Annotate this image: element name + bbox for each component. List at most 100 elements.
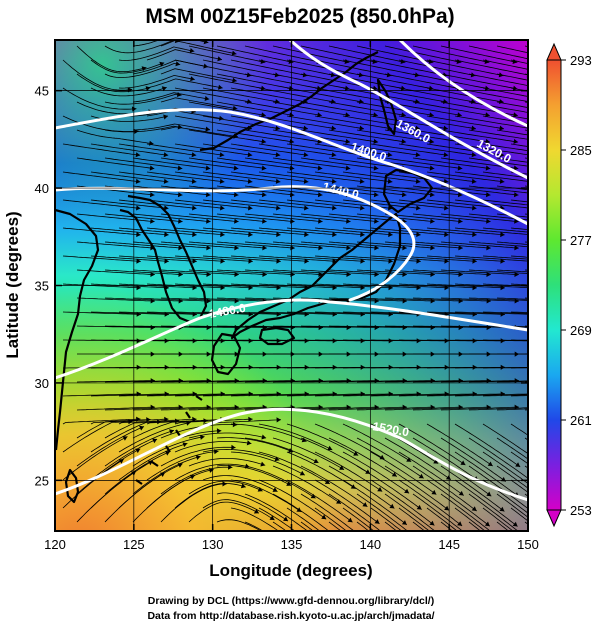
streamline: [525, 298, 599, 301]
colorbar-tick-label: 261: [570, 413, 592, 428]
streamline-arrow: [582, 537, 587, 542]
colorbar-tick-label: 293: [570, 53, 592, 68]
streamline-arrow: [585, 365, 589, 370]
streamline: [525, 214, 599, 222]
streamline-arrow: [571, 378, 575, 383]
streamline: [525, 74, 599, 89]
streamline-arrow: [585, 338, 589, 343]
streamline-arrow: [541, 522, 546, 527]
streamline-arrow: [584, 205, 589, 210]
streamline-arrow: [528, 259, 532, 264]
streamline-arrow: [543, 298, 547, 303]
streamline-arrow: [541, 59, 546, 64]
streamline-arrow: [584, 259, 588, 264]
colorbar-tick-label: 285: [570, 143, 592, 158]
streamline-arrow: [415, 536, 420, 541]
streamline-arrow: [529, 285, 533, 290]
streamline-arrow: [318, 548, 323, 553]
streamline-arrow: [567, 551, 572, 556]
streamline-arrow: [571, 405, 575, 410]
streamline-arrow: [581, 566, 586, 571]
streamline-arrow: [497, 566, 502, 571]
chart-title: MSM 00Z15Feb2025 (850.0hPa): [145, 5, 454, 28]
streamline-arrow: [570, 219, 575, 224]
streamline-arrow: [428, 551, 433, 556]
streamline-arrow: [569, 112, 574, 117]
streamline-arrow: [400, 551, 405, 556]
streamline-arrow: [569, 86, 574, 91]
streamline-arrow: [585, 285, 589, 290]
streamline-arrow: [541, 139, 546, 144]
streamline-arrow: [542, 166, 547, 171]
y-tick-label: 40: [35, 181, 49, 196]
colorbar-tick-label: 277: [570, 233, 592, 248]
streamline-arrow: [333, 533, 338, 538]
streamline-arrow: [569, 493, 574, 498]
streamline-arrow: [528, 478, 533, 483]
streamline-arrow: [583, 99, 588, 104]
streamline: [525, 381, 599, 382]
y-tick-label: 35: [35, 279, 49, 294]
streamline-arrow: [484, 551, 489, 556]
colorbar-tick-label: 253: [570, 503, 592, 518]
streamline-arrow: [542, 245, 547, 250]
streamline-arrow: [541, 112, 546, 117]
streamline-arrow: [554, 537, 559, 542]
colorbar-min-arrow: [547, 510, 561, 526]
streamline-arrow: [385, 566, 390, 571]
streamline-arrow: [498, 537, 503, 542]
streamline-arrow: [570, 464, 575, 469]
streamline-arrow: [543, 325, 547, 330]
streamline-arrow: [553, 566, 558, 571]
streamline-arrow: [584, 478, 589, 483]
streamline-arrow: [543, 405, 547, 410]
streamline-arrow: [413, 566, 418, 571]
y-axis-label: Latitude (degrees): [3, 211, 22, 358]
streamline: [525, 102, 599, 116]
streamline-arrow: [571, 352, 575, 357]
streamline-arrow: [570, 192, 575, 197]
streamline-arrow: [456, 551, 461, 556]
x-tick-label: 140: [359, 537, 381, 552]
streamline-arrow: [543, 352, 547, 357]
streamline-arrow: [529, 391, 533, 396]
streamline: [525, 270, 599, 275]
streamline: [525, 186, 599, 195]
y-tick-label: 25: [35, 473, 49, 488]
streamline: [525, 407, 599, 410]
y-tick-label: 45: [35, 84, 49, 99]
streamline-arrow: [571, 298, 575, 303]
streamline: [525, 130, 599, 142]
streamline-arrow: [585, 312, 589, 317]
streamline: [525, 158, 599, 169]
x-tick-label: 130: [202, 537, 224, 552]
x-tick-label: 120: [44, 537, 66, 552]
streamline-arrow: [542, 192, 547, 197]
streamline-arrow: [525, 566, 530, 571]
streamline-arrow: [539, 551, 544, 556]
streamline-arrow: [387, 535, 392, 540]
colorbar-max-arrow: [547, 44, 561, 60]
streamline-arrow: [583, 126, 588, 131]
streamline-arrow: [512, 551, 517, 556]
streamline-arrow: [570, 272, 575, 277]
streamline-arrow: [542, 219, 547, 224]
x-tick-label: 125: [123, 537, 145, 552]
credit-data: Data from http://database.rish.kyoto-u.a…: [147, 610, 434, 622]
x-tick-label: 145: [438, 537, 460, 552]
streamline-arrow: [441, 566, 446, 571]
streamline-arrow: [469, 566, 474, 571]
streamline-arrow: [568, 522, 573, 527]
credit-drawing: Drawing by DCL (https://www.gfd-dennou.o…: [148, 595, 434, 607]
streamline-arrow: [529, 365, 533, 370]
streamline-arrow: [583, 72, 588, 77]
streamline-arrow: [529, 312, 533, 317]
streamline-arrow: [345, 550, 350, 555]
x-tick-label: 150: [517, 537, 539, 552]
streamline-arrow: [542, 493, 547, 498]
streamline-arrow: [541, 86, 546, 91]
streamline-arrow: [584, 179, 589, 184]
